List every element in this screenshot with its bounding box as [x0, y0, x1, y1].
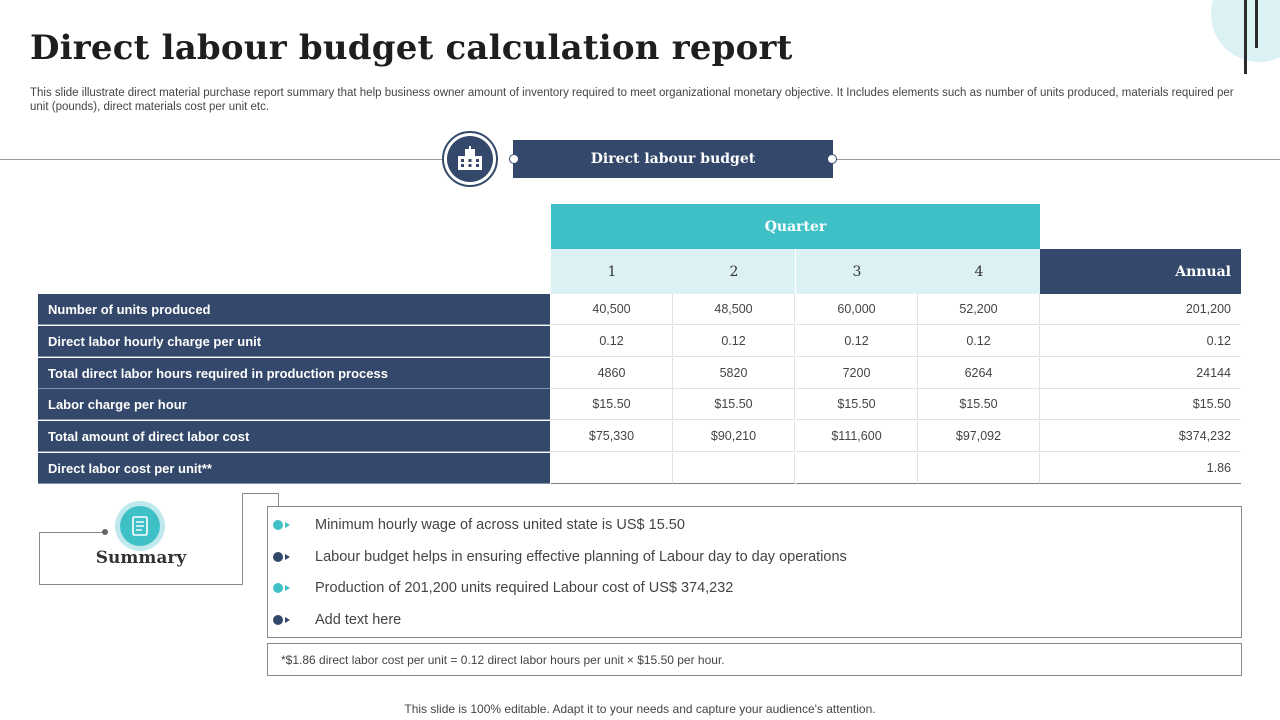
- table-cell: 48,500: [673, 294, 795, 325]
- list-item: Minimum hourly wage of across united sta…: [273, 513, 685, 537]
- connector-dot: [827, 154, 837, 164]
- summary-frame: [242, 493, 243, 584]
- table-cell: 0.12: [918, 326, 1040, 357]
- table-row: Total amount of direct labor cost $75,33…: [38, 421, 1241, 452]
- summary-frame: [39, 532, 105, 533]
- row-label: Direct labor hourly charge per unit: [38, 326, 550, 357]
- divider-line: [0, 159, 444, 160]
- table-cell: [551, 453, 673, 484]
- annual-cell: 1.86: [1040, 453, 1241, 484]
- row-label: Direct labor cost per unit**: [38, 453, 550, 484]
- bullet-text: Minimum hourly wage of across united sta…: [315, 517, 685, 533]
- table-cell: 0.12: [551, 326, 673, 357]
- table-cell: [796, 453, 918, 484]
- summary-bullets: Minimum hourly wage of across united sta…: [267, 506, 1242, 638]
- table-row: Labor charge per hour $15.50 $15.50 $15.…: [38, 389, 1241, 420]
- table-cell: 52,200: [918, 294, 1040, 325]
- bullet-dot: [273, 520, 283, 530]
- bullet-arrow-icon: [285, 554, 290, 560]
- footer-text: This slide is 100% editable. Adapt it to…: [0, 702, 1280, 716]
- table-row: Direct labor hourly charge per unit 0.12…: [38, 326, 1241, 357]
- table-cell: 7200: [796, 358, 918, 389]
- bullet-arrow-icon: [285, 617, 290, 623]
- summary-title: Summary: [40, 548, 242, 568]
- summary-frame: [278, 493, 279, 506]
- footnote: *$1.86 direct labor cost per unit = 0.12…: [267, 643, 1242, 676]
- annual-header: Annual: [1040, 249, 1241, 294]
- bullet-dot: [273, 615, 283, 625]
- annual-cell: 201,200: [1040, 294, 1241, 325]
- table-cell: $97,092: [918, 421, 1040, 452]
- table-cell: $75,330: [551, 421, 673, 452]
- table-cell: $15.50: [551, 389, 673, 420]
- bullet-dot: [273, 583, 283, 593]
- table-cell: $15.50: [918, 389, 1040, 420]
- document-icon: [132, 516, 148, 536]
- bullet-arrow-icon: [285, 585, 290, 591]
- section-banner: Direct labour budget: [513, 140, 833, 178]
- table-cell: 40,500: [551, 294, 673, 325]
- bullet-text[interactable]: Add text here: [315, 612, 401, 628]
- quarter-number: 2: [673, 249, 795, 294]
- table-cell: $90,210: [673, 421, 795, 452]
- summary-frame: [39, 584, 243, 585]
- annual-cell: 0.12: [1040, 326, 1241, 357]
- bullet-arrow-icon: [285, 522, 290, 528]
- table-cell: 0.12: [673, 326, 795, 357]
- row-label: Labor charge per hour: [38, 389, 550, 420]
- annual-cell: 24144: [1040, 358, 1241, 389]
- summary-frame: [242, 493, 278, 494]
- table-cell: [673, 453, 795, 484]
- row-label: Total amount of direct labor cost: [38, 421, 550, 452]
- table-cell: 60,000: [796, 294, 918, 325]
- table-cell: $15.50: [796, 389, 918, 420]
- decorative-bar: [1255, 0, 1258, 48]
- bullet-text: Production of 201,200 units required Lab…: [315, 580, 733, 596]
- table-row: Number of units produced 40,500 48,500 6…: [38, 294, 1241, 325]
- table-row: Total direct labor hours required in pro…: [38, 358, 1241, 389]
- quarter-number: 4: [918, 249, 1040, 294]
- row-label: Total direct labor hours required in pro…: [38, 358, 550, 389]
- table-cell: 0.12: [796, 326, 918, 357]
- decorative-bar: [1244, 0, 1247, 74]
- table-row: Direct labor cost per unit** 1.86: [38, 453, 1241, 484]
- table-cell: $15.50: [673, 389, 795, 420]
- list-item: Labour budget helps in ensuring effectiv…: [273, 545, 847, 569]
- table-cell: 5820: [673, 358, 795, 389]
- bullet-text: Labour budget helps in ensuring effectiv…: [315, 549, 847, 565]
- building-icon: [456, 146, 484, 172]
- table-cell: [918, 453, 1040, 484]
- summary-icon-badge: [115, 501, 165, 551]
- quarter-number: 1: [551, 249, 673, 294]
- page-subtitle: This slide illustrate direct material pu…: [30, 86, 1240, 114]
- table-cell: 4860: [551, 358, 673, 389]
- divider-line: [832, 159, 1280, 160]
- row-label: Number of units produced: [38, 294, 550, 325]
- quarter-number: 3: [796, 249, 918, 294]
- table-cell: 6264: [918, 358, 1040, 389]
- table-cell: $111,600: [796, 421, 918, 452]
- list-item: Production of 201,200 units required Lab…: [273, 576, 733, 600]
- page-title: Direct labour budget calculation report: [30, 28, 793, 68]
- annual-cell: $15.50: [1040, 389, 1241, 420]
- connector-dot: [509, 154, 519, 164]
- quarter-header: Quarter: [551, 204, 1040, 249]
- annual-cell: $374,232: [1040, 421, 1241, 452]
- budget-badge: [442, 131, 498, 187]
- list-item: Add text here: [273, 608, 401, 632]
- bullet-dot: [273, 552, 283, 562]
- connector-dot: [102, 529, 108, 535]
